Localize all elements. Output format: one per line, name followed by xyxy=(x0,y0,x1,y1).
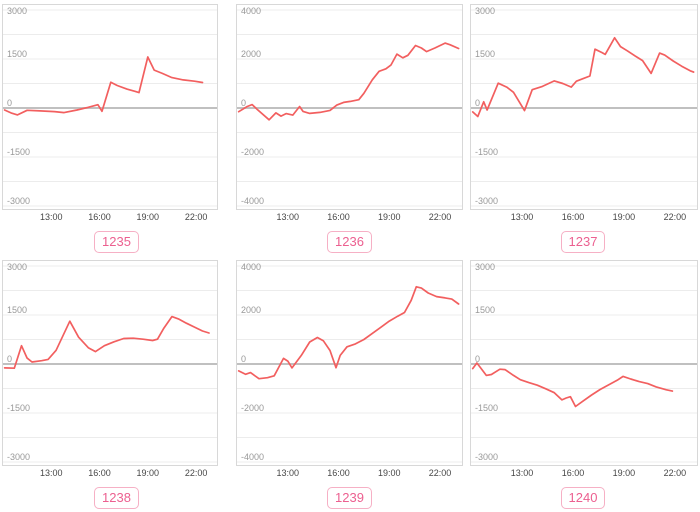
y-tick-label: 2000 xyxy=(241,49,262,59)
x-axis: 13:00 16:00 19:00 22:00 xyxy=(0,212,233,224)
y-tick-label: -3000 xyxy=(475,452,499,462)
chart-id-button[interactable]: 1236 xyxy=(327,231,372,253)
chart-id-button[interactable]: 1239 xyxy=(327,487,372,509)
x-tick-label: 22:00 xyxy=(663,468,687,478)
y-tick-label: -1500 xyxy=(475,147,499,157)
y-tick-label: -3000 xyxy=(7,196,31,206)
x-tick-label: 22:00 xyxy=(184,468,208,478)
y-tick-label: -1500 xyxy=(7,403,31,413)
chart-tag-row: 1237 xyxy=(466,231,700,253)
chart-cell-1240: 3000 1500 0 -1500 -3000 13:00 16:00 19:00 22:00… xyxy=(466,256,700,512)
y-tick-label: 1500 xyxy=(7,49,28,59)
chart-tag-row: 1240 xyxy=(466,487,700,509)
x-axis: 13:00 16:00 19:00 22:00 xyxy=(466,212,700,224)
chart-plot-area: 4000 2000 0 -2000 -4000 xyxy=(236,4,463,210)
x-axis: 13:00 16:00 19:00 22:00 xyxy=(233,468,466,480)
chart-plot-area: 3000 1500 0 -1500 -3000 xyxy=(470,260,698,466)
y-tick-label: -3000 xyxy=(475,196,499,206)
y-tick-label: -2000 xyxy=(241,403,265,413)
chart-id-button[interactable]: 1240 xyxy=(560,487,606,509)
y-tick-label: 0 xyxy=(7,354,13,364)
x-tick-label: 13:00 xyxy=(276,212,300,222)
y-tick-label: 0 xyxy=(241,354,247,364)
line-chart-svg xyxy=(237,9,462,207)
y-tick-label: 0 xyxy=(475,98,481,108)
y-tick-label: 3000 xyxy=(7,262,28,272)
chart-tag-row: 1238 xyxy=(0,487,233,509)
x-tick-label: 16:00 xyxy=(327,468,350,478)
y-tick-label: 1500 xyxy=(7,305,28,315)
chart-plot-area: 3000 1500 0 -1500 -3000 xyxy=(470,4,698,210)
chart-plot-area: 4000 2000 0 -2000 -4000 xyxy=(236,260,463,466)
series-line xyxy=(3,315,210,370)
y-tick-label: 1500 xyxy=(475,305,496,315)
y-tick-label: 0 xyxy=(475,354,481,364)
chart-cell-1238: 3000 1500 0 -1500 -3000 13:00 16:00 19:00 22:00… xyxy=(0,256,233,512)
chart-plot-area: 3000 1500 0 -1500 -3000 xyxy=(2,4,218,210)
chart-tag-row: 1239 xyxy=(233,487,466,509)
line-chart-svg xyxy=(471,9,697,207)
chart-cell-1237: 3000 1500 0 -1500 -3000 13:00 16:00 19:00 22:00… xyxy=(466,0,700,256)
y-tick-label: 1500 xyxy=(475,49,496,59)
chart-cell-1236: 4000 2000 0 -2000 -4000 13:00 16:00 19:00 22:00… xyxy=(233,0,466,256)
series-line xyxy=(471,362,674,408)
chart-cell-1235: 3000 1500 0 -1500 -3000 13:00 16:00 19:00 22:00… xyxy=(0,0,233,256)
x-tick-label: 13:00 xyxy=(40,468,63,478)
chart-cell-1239: 4000 2000 0 -2000 -4000 13:00 16:00 19:00 22:00… xyxy=(233,256,466,512)
y-tick-label: -3000 xyxy=(7,452,31,462)
x-tick-label: 22:00 xyxy=(428,212,452,222)
chart-id-button[interactable]: 1238 xyxy=(94,487,139,509)
y-tick-label: -1500 xyxy=(7,147,31,157)
line-chart-svg xyxy=(3,265,217,463)
x-tick-label: 19:00 xyxy=(612,468,636,478)
line-chart-svg xyxy=(471,265,697,463)
series-line xyxy=(237,285,460,380)
chart-id-button[interactable]: 1235 xyxy=(94,231,139,253)
chart-tag-row: 1235 xyxy=(0,231,233,253)
y-tick-label: 3000 xyxy=(475,262,496,272)
line-chart-svg xyxy=(3,9,217,207)
x-tick-label: 16:00 xyxy=(88,212,111,222)
x-tick-label: 19:00 xyxy=(136,468,160,478)
series-line xyxy=(237,42,460,121)
line-chart-svg xyxy=(237,265,462,463)
x-tick-label: 13:00 xyxy=(40,212,63,222)
x-tick-label: 13:00 xyxy=(276,468,300,478)
y-tick-label: -2000 xyxy=(241,147,265,157)
y-tick-label: 0 xyxy=(241,98,247,108)
series-line xyxy=(3,56,204,116)
x-axis: 13:00 16:00 19:00 22:00 xyxy=(0,468,233,480)
x-tick-label: 22:00 xyxy=(184,212,208,222)
chart-tag-row: 1236 xyxy=(233,231,466,253)
chart-id-button[interactable]: 1237 xyxy=(560,231,606,253)
y-tick-label: 4000 xyxy=(241,262,262,272)
x-tick-label: 19:00 xyxy=(136,212,160,222)
x-tick-label: 13:00 xyxy=(510,212,534,222)
x-tick-label: 16:00 xyxy=(327,212,350,222)
x-tick-label: 16:00 xyxy=(561,212,585,222)
x-axis: 13:00 16:00 19:00 22:00 xyxy=(233,212,466,224)
y-tick-label: 3000 xyxy=(7,6,28,16)
y-tick-label: 2000 xyxy=(241,305,262,315)
x-tick-label: 19:00 xyxy=(377,212,401,222)
x-tick-label: 19:00 xyxy=(377,468,401,478)
x-tick-label: 19:00 xyxy=(612,212,636,222)
x-tick-label: 22:00 xyxy=(663,212,687,222)
series-line xyxy=(471,36,695,118)
x-tick-label: 16:00 xyxy=(88,468,111,478)
y-tick-label: 3000 xyxy=(475,6,496,16)
y-tick-label: -1500 xyxy=(475,403,499,413)
y-tick-label: 4000 xyxy=(241,6,262,16)
x-tick-label: 13:00 xyxy=(510,468,534,478)
x-tick-label: 16:00 xyxy=(561,468,585,478)
y-tick-label: -4000 xyxy=(241,196,265,206)
y-tick-label: 0 xyxy=(7,98,13,108)
x-axis: 13:00 16:00 19:00 22:00 xyxy=(466,468,700,480)
y-tick-label: -4000 xyxy=(241,452,265,462)
x-tick-label: 22:00 xyxy=(428,468,452,478)
chart-plot-area: 3000 1500 0 -1500 -3000 xyxy=(2,260,218,466)
